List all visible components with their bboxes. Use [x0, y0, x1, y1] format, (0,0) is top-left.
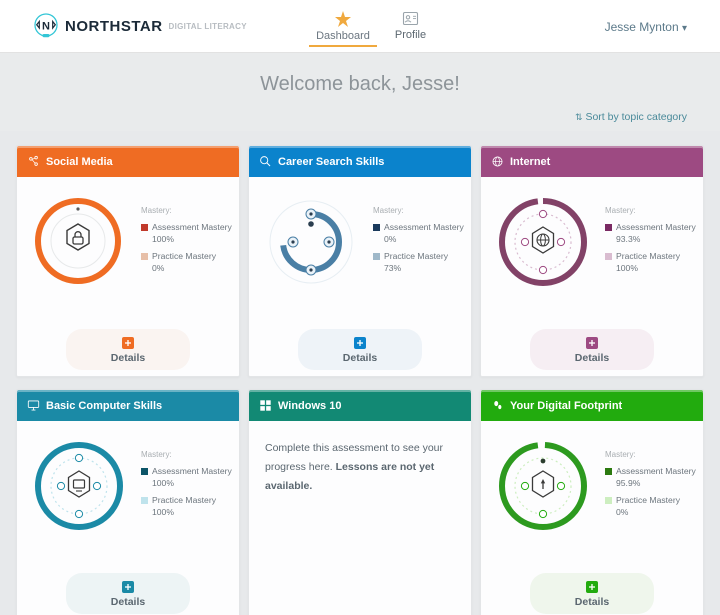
svg-text:N: N [42, 21, 50, 33]
